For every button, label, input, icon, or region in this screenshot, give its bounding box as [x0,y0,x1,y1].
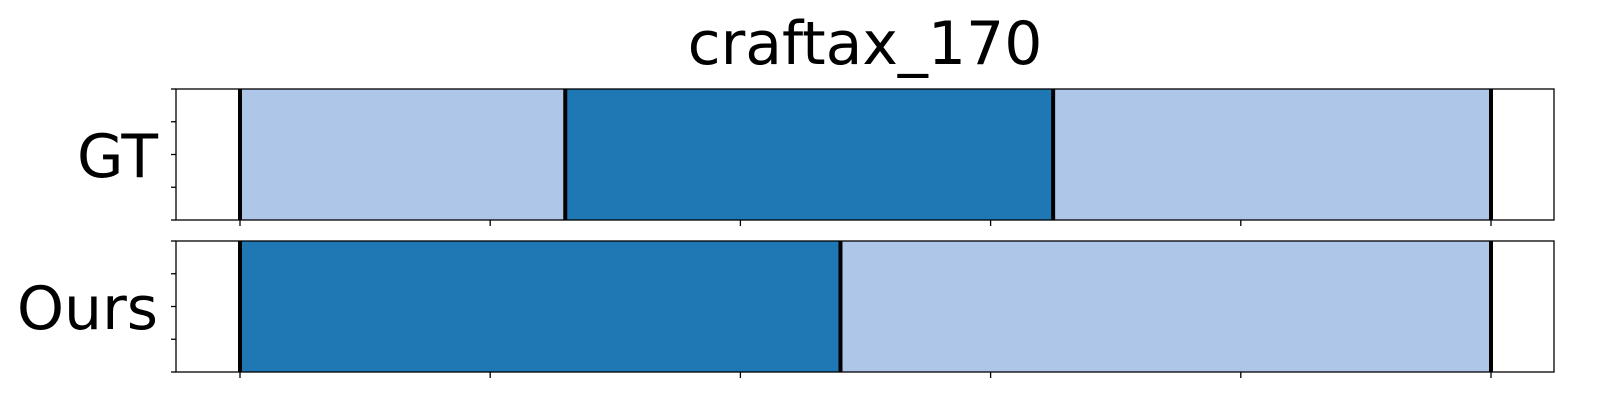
segment-ours-1 [840,241,1491,372]
panels-group: GT Ours [17,88,1555,378]
segment-ours-0 [240,241,841,372]
segment-gt-2 [1053,89,1491,220]
segment-gt-0 [240,89,566,220]
chart-title: craftax_170 [688,9,1043,79]
segment-gt-1 [565,89,1054,220]
row-label-gt: GT [77,122,158,192]
row-label-ours: Ours [17,274,158,344]
